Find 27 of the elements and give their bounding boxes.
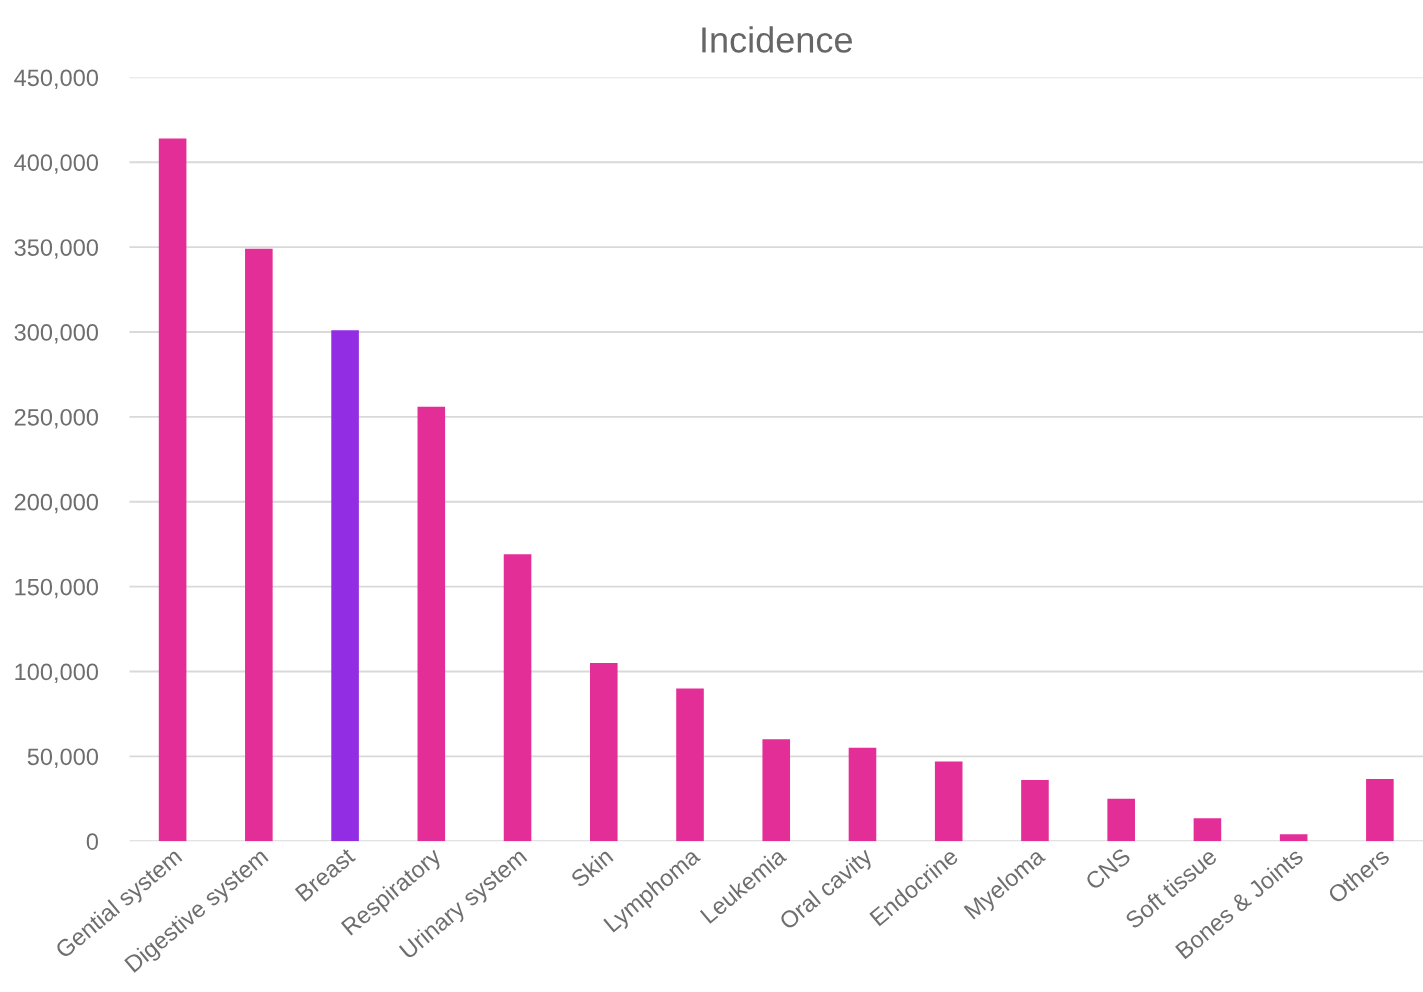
bar (503, 554, 532, 842)
y-tick-label: 250,000 (14, 408, 99, 429)
y-tick-label: 450,000 (14, 69, 99, 89)
x-tick-label: CNS (1084, 847, 1132, 891)
bar (331, 330, 359, 842)
y-tick-label: 350,000 (14, 239, 99, 259)
y-tick-label: 0 (86, 833, 99, 850)
bar (1366, 779, 1394, 842)
bar (934, 761, 963, 842)
bar (589, 662, 618, 842)
y-tick-label: 200,000 (14, 493, 99, 514)
bar (417, 406, 446, 842)
bar (848, 747, 877, 842)
bar (1021, 780, 1049, 842)
y-tick-label: 50,000 (27, 748, 99, 768)
y-tick-label: 300,000 (14, 324, 99, 344)
bar (762, 739, 791, 842)
y-tick-label: 100,000 (15, 663, 99, 684)
bar (1193, 818, 1222, 842)
y-tick-label: 400,000 (14, 154, 99, 174)
chart-title: Incidence (702, 26, 852, 53)
bar (1279, 834, 1308, 842)
bar (1107, 798, 1135, 842)
bar (158, 138, 187, 842)
bar (676, 688, 704, 842)
bar (245, 248, 273, 842)
y-tick-label: 150,000 (15, 578, 99, 599)
